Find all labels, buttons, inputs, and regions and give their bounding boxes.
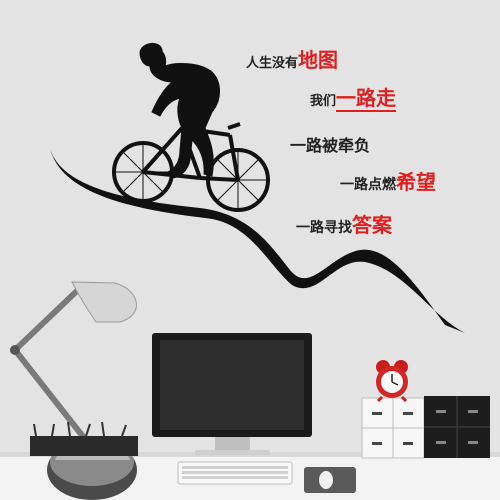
slogan-line-2: 我们一路走 (310, 86, 397, 112)
pen-holder-icon (30, 421, 138, 456)
slogan-line-5: 一路寻找答案 (296, 215, 392, 235)
slogan-line-1-plain: 人生没有 (246, 56, 299, 71)
alarm-clock-icon (376, 360, 408, 403)
keyboard-icon (177, 461, 293, 485)
slogan-line-4: 一路点燃希望 (340, 172, 436, 192)
drawer-units-icon (361, 396, 490, 459)
slogan-line-4-accent: 希望 (396, 170, 436, 194)
road-curve-decal (50, 148, 465, 333)
slogan-line-4-plain: 一路点燃 (340, 177, 396, 193)
slogan-line-5-accent: 答案 (352, 213, 392, 237)
slogan-line-3: 一路被牵负 (290, 138, 370, 154)
slogan-line-1: 人生没有地图 (246, 50, 338, 70)
slogan-line-2-accent: 一路走 (336, 86, 397, 112)
cyclist-silhouette-icon (112, 43, 270, 212)
mouse-icon (319, 471, 333, 489)
slogan-line-5-plain: 一路寻找 (296, 220, 352, 236)
monitor-icon (152, 333, 312, 455)
slogan-line-3-plain: 一路被牵负 (290, 136, 371, 155)
slogan-line-2-plain: 我们 (310, 94, 337, 109)
slogan-line-1-accent: 地图 (298, 48, 339, 72)
